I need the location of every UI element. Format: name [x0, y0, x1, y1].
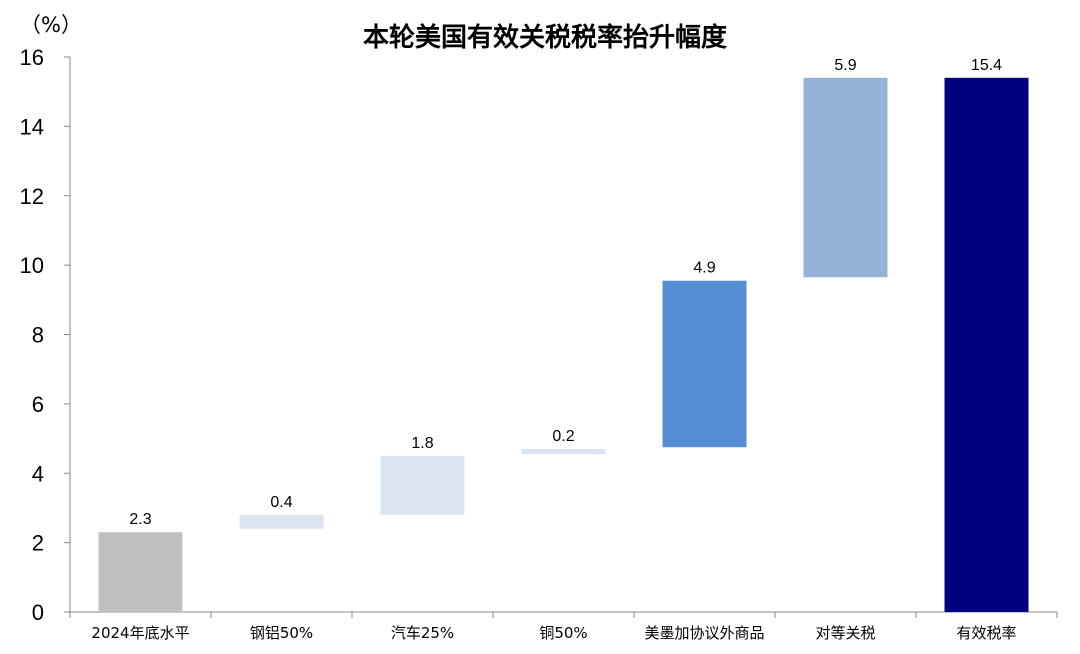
data-label: 0.4	[270, 494, 292, 511]
y-tick-label: 8	[32, 323, 44, 348]
x-tick-label: 铜50%	[539, 624, 587, 642]
x-tick-label: 美墨加协议外商品	[644, 624, 764, 642]
data-label: 2.3	[129, 511, 151, 528]
y-tick-label: 12	[20, 184, 44, 209]
y-tick-label: 10	[20, 253, 44, 278]
chart-title: 本轮美国有效关税税率抬升幅度	[363, 22, 727, 53]
bar	[944, 77, 1029, 612]
bar	[239, 514, 324, 529]
data-label: 1.8	[411, 435, 433, 452]
x-tick-label: 对等关税	[815, 624, 875, 642]
x-axis-labels: 2024年底水平 钢铝50% 汽车25% 铜50% 美墨加协议外商品 对等关税 有效税率	[91, 624, 1016, 642]
data-label: 5.9	[834, 57, 856, 74]
y-tick-label: 4	[32, 461, 44, 486]
bar	[662, 280, 747, 448]
y-tick-label: 6	[32, 392, 44, 417]
bar	[380, 455, 465, 515]
x-tick-label: 有效税率	[956, 624, 1016, 642]
y-tick-label: 16	[20, 45, 44, 70]
data-label: 15.4	[971, 57, 1002, 74]
bar	[521, 448, 606, 455]
x-tick-label: 2024年底水平	[91, 624, 189, 642]
data-label: 0.2	[552, 428, 574, 445]
y-tick-label: 0	[32, 600, 44, 625]
y-tick-label: 2	[32, 531, 44, 556]
data-labels: 2.3 0.4 1.8 0.2 4.9 5.9 15.4	[129, 57, 1002, 528]
x-tick-label: 钢铝50%	[250, 624, 313, 642]
y-axis-unit-label: （%）	[20, 13, 82, 37]
y-tick-label: 14	[20, 114, 44, 139]
x-tick-label: 汽车25%	[391, 624, 454, 642]
bar	[98, 532, 183, 612]
data-label: 4.9	[693, 260, 715, 277]
x-axis-ticks	[69, 612, 1058, 618]
y-axis-ticks: 0 2 4 6 8 10 12 14 16	[20, 45, 70, 625]
bar-series	[98, 77, 1029, 612]
bar	[803, 77, 888, 278]
